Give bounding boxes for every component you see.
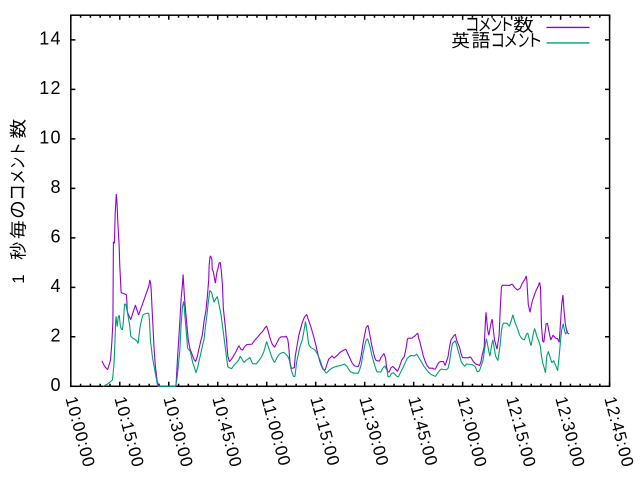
svg-text:8: 8 bbox=[50, 177, 61, 197]
svg-text:14: 14 bbox=[39, 29, 61, 49]
svg-text:12: 12 bbox=[39, 78, 61, 98]
svg-text:10: 10 bbox=[39, 128, 61, 148]
svg-text:6: 6 bbox=[50, 227, 61, 247]
svg-text:0: 0 bbox=[50, 375, 61, 395]
svg-text:2: 2 bbox=[50, 326, 61, 346]
svg-text:1: 1 bbox=[9, 274, 28, 283]
svg-text:4: 4 bbox=[50, 276, 61, 296]
